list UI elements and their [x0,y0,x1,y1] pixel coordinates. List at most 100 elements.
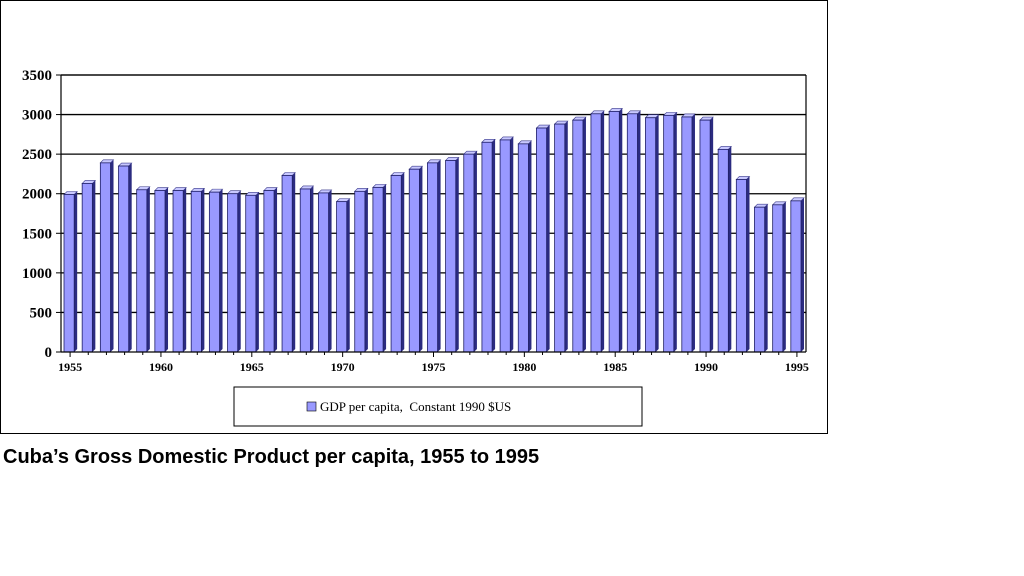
y-tick-label: 1500 [22,226,52,242]
bar-side [165,187,169,352]
axes [56,74,807,357]
bar-side [655,114,659,352]
bar-1962 [190,188,206,353]
bar-face [372,186,384,353]
bar-side [601,110,605,352]
y-tick-label: 1000 [22,266,52,282]
bar-1976 [444,157,460,353]
bar-face [336,201,348,353]
x-tick-labels: 1955 1960 1965 1970 1975 1980 1985 1990 1995 [58,360,809,374]
bar-face [227,193,239,353]
bar-face [735,179,747,353]
bar-1975 [426,159,442,353]
bar-1974 [408,165,424,353]
x-tick-label: 1955 [58,360,82,374]
bar-side [74,191,78,352]
bar-side [183,187,187,352]
x-tick-label: 1970 [331,360,355,374]
bar-1956 [81,180,97,353]
bar-1969 [317,189,333,353]
bar-face [590,113,602,353]
bar-1971 [354,188,369,353]
bar-face [754,206,766,353]
bar-1985 [608,108,624,353]
bar-side [619,108,623,352]
y-tick-labels: 0 500 1000 1500 2000 2500 3000 3500 [22,68,52,361]
bar-1982 [553,120,569,353]
bar-face [463,153,475,353]
bar-1966 [263,187,278,353]
bar-side [437,159,441,352]
bar-side [146,186,150,352]
bar-1967 [281,172,296,353]
bar-face [572,119,584,353]
bar-face [608,111,620,353]
bar-side [274,187,278,352]
bar-face [517,143,529,353]
legend-label: GDP per capita, Constant 1990 $US [320,399,511,414]
bar-1970 [335,198,351,353]
bar-1960 [154,187,169,353]
bar-1984 [590,110,605,353]
bar-1994 [771,201,787,353]
bar-1965 [244,191,260,353]
bar-1973 [390,172,405,353]
bar-side [292,172,296,352]
bar-side [419,166,423,352]
bar-side [110,159,114,352]
bar-1968 [299,185,315,353]
y-tick-label: 2500 [22,147,52,163]
bar-side [564,121,568,352]
bar-face [136,189,148,353]
bar-side [237,190,241,352]
bar-1981 [535,124,551,353]
bar-side [92,180,96,352]
bar-side [219,189,223,352]
bar-face [790,200,802,353]
bar-face [408,168,420,353]
bar-1958 [117,162,133,353]
bar-side [764,204,768,352]
bar-side [528,140,532,352]
y-tick-label: 2000 [22,187,52,203]
bar-1957 [99,159,115,353]
bar-1988 [662,112,678,353]
bar-face [536,127,548,353]
bar-face [299,188,311,353]
bar-1995 [790,197,805,353]
bar-1980 [517,140,533,353]
bar-side [255,192,259,352]
bar-face [645,117,657,353]
bar-1955 [63,191,78,353]
bar-face [554,123,566,353]
chart-frame: 0 500 1000 1500 2000 2500 3000 3500 1955 1960 196… [0,0,828,434]
bar-side [364,188,368,352]
y-tick-label: 3000 [22,108,52,124]
bar-1963 [208,188,224,353]
x-tick-label: 1960 [149,360,173,374]
bar-1964 [226,190,242,353]
bar-side [473,151,477,352]
bar-face [663,114,675,353]
bar-face [772,204,784,353]
y-tick-label: 500 [30,305,53,321]
bar-1978 [481,138,496,353]
bar-side [401,172,405,352]
bar-face [317,192,329,353]
bar-side [492,139,496,352]
bar-1983 [572,116,587,353]
bar-side [691,113,695,353]
bar-face [390,175,402,353]
bar-side [510,136,514,352]
bar-face [208,191,220,353]
bar-1959 [135,186,151,353]
bars [63,108,805,353]
x-tick-label: 1975 [422,360,446,374]
bar-face [263,190,275,353]
bar-face [481,141,493,353]
bar-face [445,160,457,353]
bar-face [499,139,511,353]
bar-face [354,190,366,353]
x-tick-label: 1995 [785,360,809,374]
bar-face [172,190,184,353]
